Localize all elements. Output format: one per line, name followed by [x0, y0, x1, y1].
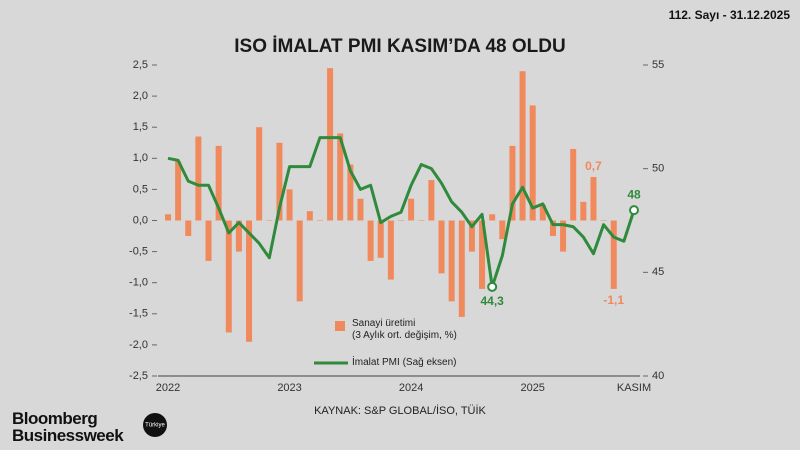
- bar: [256, 127, 263, 221]
- bar: [570, 148, 577, 221]
- bar: [246, 220, 253, 342]
- bar: [276, 142, 283, 221]
- bar: [398, 220, 404, 221]
- bar: [165, 214, 171, 221]
- bar: [489, 214, 496, 221]
- source: KAYNAK: S&P GLOBAL/İSO, TÜİK: [314, 404, 486, 417]
- issue: 112. Sayı - 31.12.2025: [669, 8, 791, 22]
- bar: [205, 220, 212, 261]
- y2-tick-label: 55: [652, 59, 664, 71]
- brand-edition: Türkiye: [145, 423, 165, 429]
- bar: [357, 198, 364, 221]
- legend-label: İmalat PMI (Sağ eksen): [352, 357, 457, 368]
- bar: [185, 220, 192, 237]
- x-tick-label: 2024: [399, 382, 423, 394]
- chart-title: ISO İMALAT PMI KASIM’DA 48 OLDU: [234, 36, 565, 57]
- bar: [580, 201, 587, 221]
- x-tick-label: 2022: [156, 382, 180, 394]
- brand-badge: [143, 413, 167, 437]
- bar: [337, 133, 344, 221]
- bar: [529, 105, 536, 221]
- legend-key: [335, 321, 345, 331]
- bar: [286, 189, 293, 221]
- bar: [549, 220, 556, 237]
- bar: [235, 220, 242, 252]
- bar: [428, 180, 435, 221]
- point: [629, 205, 639, 216]
- data-label: 44,3: [480, 294, 504, 308]
- bar: [600, 220, 607, 221]
- bar: [296, 220, 303, 302]
- y2-tick-label: 40: [652, 370, 664, 382]
- data-label: 48: [627, 187, 641, 201]
- bar: [458, 220, 465, 317]
- bar: [367, 220, 374, 261]
- brand-name: Bloomberg Businessweek: [12, 409, 124, 445]
- y-tick-label: 1,0: [133, 152, 148, 164]
- bar: [306, 211, 313, 221]
- legend-label: Sanayi üretimi (3 Aylık ort. değişim, %): [352, 318, 457, 341]
- bar: [509, 145, 516, 221]
- bar: [408, 198, 415, 221]
- y-tick-label: -1,0: [129, 277, 148, 289]
- line: [167, 136, 636, 289]
- bar: [468, 220, 475, 252]
- bar: [266, 220, 273, 221]
- bar: [499, 220, 506, 240]
- bar: [316, 220, 323, 221]
- bar: [560, 220, 567, 252]
- y-tick-label: -0,5: [129, 246, 148, 258]
- bar: [448, 220, 455, 302]
- bar: [377, 220, 384, 258]
- bar: [387, 220, 394, 280]
- bar: [215, 145, 222, 221]
- data-label: -1,1: [603, 293, 624, 307]
- y-tick-label: 0,0: [133, 214, 148, 226]
- y2-tick-label: 45: [652, 266, 664, 278]
- x-tick-label: 2025: [520, 382, 544, 394]
- x-tick-label: KASIM: [617, 382, 651, 394]
- y-tick-label: 2,5: [133, 59, 148, 71]
- y-tick-label: -1,5: [129, 308, 148, 320]
- bar: [479, 220, 486, 289]
- bar: [519, 71, 526, 221]
- bar: [195, 136, 202, 221]
- x-tick-label: 2023: [277, 382, 301, 394]
- bar: [438, 220, 445, 274]
- bar: [539, 204, 546, 221]
- bar: [327, 68, 334, 221]
- y-tick-label: 0,5: [133, 183, 148, 195]
- bar: [610, 220, 617, 289]
- y-tick-label: 2,0: [133, 90, 148, 102]
- data-label: 0,7: [585, 159, 602, 173]
- bar: [590, 176, 597, 221]
- bar: [347, 164, 354, 221]
- y-tick-label: 1,5: [133, 121, 148, 133]
- bar: [418, 220, 425, 221]
- y-tick-label: -2,0: [129, 339, 148, 351]
- y-tick-label: -2,5: [129, 370, 148, 382]
- bar: [225, 220, 232, 333]
- point: [487, 281, 498, 292]
- legend-keys: [314, 321, 348, 365]
- y2-tick-label: 50: [652, 163, 664, 175]
- bar: [175, 161, 182, 221]
